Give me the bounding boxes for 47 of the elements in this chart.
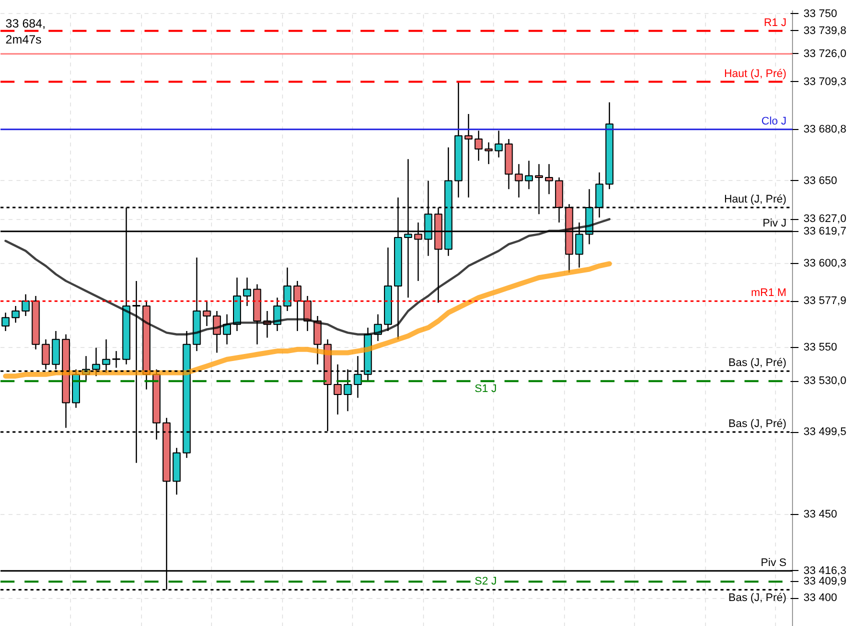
ref-line-label: Haut (J, Pré) [724,68,786,80]
ref-line-label: Bas (J, Pré) [728,592,786,604]
candlestick [243,277,252,307]
candlestick [464,113,473,198]
candlestick [474,130,483,162]
y-tick-label: 33 400 [804,592,838,604]
candlestick [112,350,120,368]
ref-line-label: mR1 M [751,287,786,300]
annotation: 33 684, [6,16,46,30]
candlestick [283,266,292,312]
y-tick-label: 33 750 [804,8,838,20]
annotation: 2m47s [6,32,42,46]
y-tick-label: 33 650 [804,174,838,187]
y-tick-label: 33 450 [804,508,838,521]
candlestick [545,163,554,195]
ref-line-label: S1 J [474,383,497,396]
ref-line-label: Piv J [762,217,786,230]
y-tick-label: 33 680,8 [804,123,846,136]
candlestick [202,300,211,327]
candlestick [293,280,302,332]
ref-line-label: S2 J [474,576,497,588]
candlestick [22,294,30,317]
ref-line-label: Piv S [760,556,786,569]
y-tick-label: 33 600,3 [804,258,846,270]
candlestick [514,163,523,198]
y-tick-label: 33 416,3 [804,564,846,577]
ref-line-label: Bas (J, Pré) [728,418,786,430]
y-tick-label: 33 709,3 [804,76,846,88]
y-tick-label: 33 409,9 [804,576,846,588]
y-tick-label: 33 577,9 [804,295,846,308]
y-tick-label: 33 530,0 [804,375,846,388]
candlestick [12,305,20,324]
ref-line-label: R1 J [764,16,786,29]
candlestick [494,130,503,158]
y-tick-label: 33 627,0 [804,213,846,226]
y-tick-label: 33 499,5 [804,426,846,438]
candlestick [524,160,533,190]
y-tick-label: 33 739,8 [804,24,846,37]
candlestick [484,142,493,165]
candlestick [2,312,10,332]
y-tick-label: 33 726,0 [804,48,846,60]
ref-line-label: Haut (J, Pré) [724,193,786,206]
ref-line-label: Bas (J, Pré) [728,357,786,370]
candlestick [102,338,110,374]
y-tick-label: 33 619,7 [804,225,846,238]
y-tick-label: 33 550 [804,342,838,354]
ref-line-label: Clo J [761,115,786,128]
